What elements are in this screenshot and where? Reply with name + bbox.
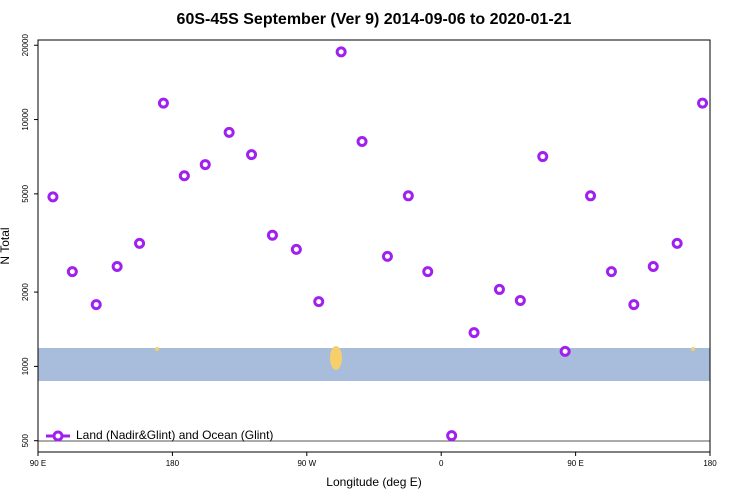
data-point <box>47 191 59 203</box>
data-point <box>446 430 458 442</box>
data-point <box>647 260 659 272</box>
data-point <box>605 266 617 278</box>
data-point <box>381 250 393 262</box>
data-point <box>178 170 190 182</box>
legend-marker <box>52 430 64 442</box>
land-shape <box>691 347 695 351</box>
data-point <box>671 237 683 249</box>
data-point <box>199 159 211 171</box>
data-point <box>66 266 78 278</box>
data-point <box>90 299 102 311</box>
x-tick-label: 90 W <box>297 459 316 468</box>
data-point <box>290 243 302 255</box>
legend-label: Land (Nadir&Glint) and Ocean (Glint) <box>76 428 273 442</box>
data-point <box>468 327 480 339</box>
y-axis-label: N Total <box>0 227 12 264</box>
x-tick-label: 180 <box>166 459 180 468</box>
x-tick-label: 90 E <box>30 459 46 468</box>
data-point <box>266 229 278 241</box>
y-tick-label: 2000 <box>21 283 30 301</box>
y-tick-label: 20000 <box>21 34 30 57</box>
data-point <box>223 126 235 138</box>
data-point <box>313 296 325 308</box>
data-point <box>514 294 526 306</box>
y-tick-label: 1000 <box>21 357 30 375</box>
data-point <box>335 46 347 58</box>
land-shape <box>330 346 342 370</box>
data-point <box>422 266 434 278</box>
data-point <box>356 135 368 147</box>
chart-title: 60S-45S September (Ver 9) 2014-09-06 to … <box>177 11 572 28</box>
data-point <box>111 260 123 272</box>
plot-frame <box>37 39 711 453</box>
land-shape <box>155 347 159 351</box>
map-strip <box>38 348 710 381</box>
x-tick-label: 0 <box>439 459 444 468</box>
y-tick-label: 500 <box>21 433 30 447</box>
data-point <box>402 190 414 202</box>
x-axis-label: Longitude (deg E) <box>326 475 421 489</box>
data-point <box>134 237 146 249</box>
data-point <box>157 97 169 109</box>
y-tick-label: 5000 <box>21 184 30 202</box>
data-point <box>537 151 549 163</box>
data-point <box>493 283 505 295</box>
data-point <box>559 345 571 357</box>
data-point <box>628 299 640 311</box>
y-tick-label: 10000 <box>21 108 30 131</box>
data-point <box>585 190 597 202</box>
data-point <box>697 97 709 109</box>
data-point <box>246 149 258 161</box>
x-tick-label: 180 <box>703 459 717 468</box>
x-tick-label: 90 E <box>567 459 583 468</box>
